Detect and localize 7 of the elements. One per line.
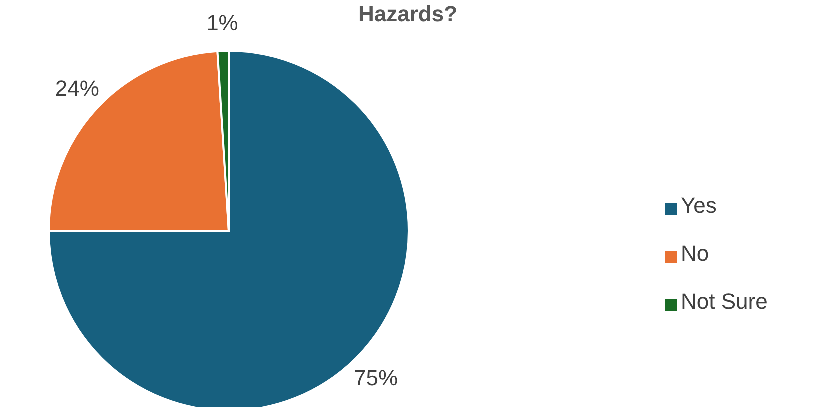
legend-label: Not Sure	[681, 289, 768, 314]
data-label: 75%	[354, 366, 398, 391]
legend-label: Yes	[681, 193, 717, 218]
legend-label: No	[681, 241, 710, 266]
chart-title: Hazards?	[358, 2, 458, 26]
data-label: 24%	[55, 76, 100, 102]
data-label: 1%	[206, 10, 238, 36]
